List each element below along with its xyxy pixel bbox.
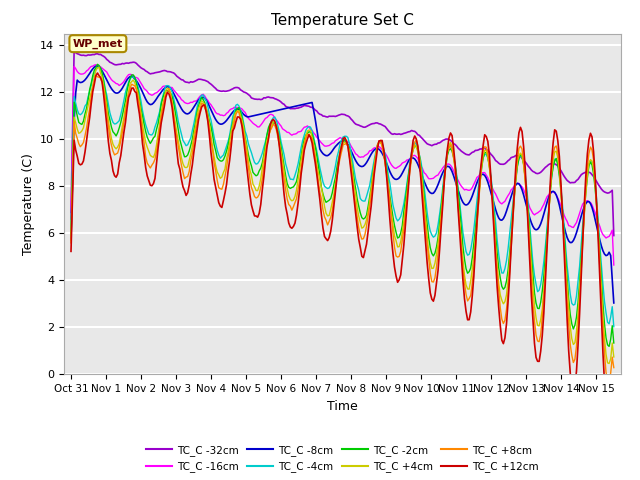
Legend: TC_C -32cm, TC_C -16cm, TC_C -8cm, TC_C -4cm, TC_C -2cm, TC_C +4cm, TC_C +8cm, T: TC_C -32cm, TC_C -16cm, TC_C -8cm, TC_C … — [141, 441, 543, 476]
Title: Temperature Set C: Temperature Set C — [271, 13, 414, 28]
Y-axis label: Temperature (C): Temperature (C) — [22, 153, 35, 255]
Text: WP_met: WP_met — [73, 38, 123, 49]
X-axis label: Time: Time — [327, 400, 358, 413]
